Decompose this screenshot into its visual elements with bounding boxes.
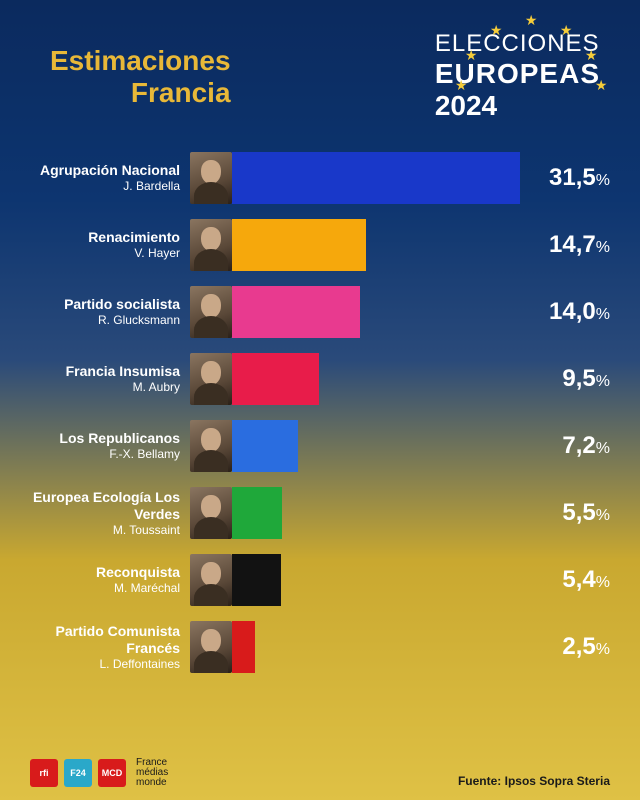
chart-row: Agrupación NacionalJ. Bardella 31,5% (30, 152, 610, 204)
logo-strip: rfiF24MCD Francemédiasmonde (30, 758, 168, 788)
leader-name: L. Deffontaines (30, 657, 180, 671)
candidate-photo (190, 420, 232, 472)
leader-name: M. Aubry (30, 380, 180, 394)
title-right-line1: ELECCIONES (435, 30, 600, 58)
footer: rfiF24MCD Francemédiasmonde Fuente: Ipsos… (0, 758, 640, 788)
title-left: Estimaciones Francia (50, 30, 231, 109)
leader-name: V. Hayer (30, 246, 180, 260)
title-left-line2: Francia (50, 77, 231, 109)
chart-row: ReconquistaM. Maréchal 5,4% (30, 554, 610, 606)
party-name: Francia Insumisa (30, 363, 180, 380)
title-right: ★ ★ ★ ★ ★ ★ ★ ELECCIONES EUROPEAS 2024 (400, 30, 600, 122)
bar (232, 487, 282, 539)
chart-row: Los RepublicanosF.-X. Bellamy 7,2% (30, 420, 610, 472)
candidate-photo (190, 487, 232, 539)
chart-row: RenacimientoV. Hayer 14,7% (30, 219, 610, 271)
bar-track (232, 353, 520, 405)
chart-row: Europea Ecología Los VerdesM. Toussaint 5… (30, 487, 610, 539)
percentage-value: 14,0% (520, 298, 610, 326)
title-left-line1: Estimaciones (50, 45, 231, 77)
bar-track (232, 219, 520, 271)
party-name: Agrupación Nacional (30, 162, 180, 179)
row-label: Los RepublicanosF.-X. Bellamy (30, 430, 190, 461)
france-medias-monde-label: Francemédiasmonde (136, 758, 168, 788)
bar-track (232, 420, 520, 472)
bar (232, 152, 520, 204)
bar-track (232, 487, 520, 539)
france24-logo: F24 (64, 759, 92, 787)
mcd-logo: MCD (98, 759, 126, 787)
party-name: Partido socialista (30, 296, 180, 313)
source-label: Fuente: Ipsos Sopra Steria (458, 774, 610, 788)
rfi-logo: rfi (30, 759, 58, 787)
percentage-value: 2,5% (520, 633, 610, 661)
leader-name: M. Toussaint (30, 523, 180, 537)
party-name: Europea Ecología Los Verdes (30, 489, 180, 523)
party-name: Partido Comunista Francés (30, 623, 180, 657)
candidate-photo (190, 219, 232, 271)
party-name: Reconquista (30, 564, 180, 581)
percentage-value: 9,5% (520, 365, 610, 393)
bar (232, 353, 319, 405)
row-label: Europea Ecología Los VerdesM. Toussaint (30, 489, 190, 537)
chart-row: Francia InsumisaM. Aubry 9,5% (30, 353, 610, 405)
percentage-value: 31,5% (520, 164, 610, 192)
bar (232, 420, 298, 472)
leader-name: F.-X. Bellamy (30, 447, 180, 461)
leader-name: R. Glucksmann (30, 313, 180, 327)
leader-name: J. Bardella (30, 179, 180, 193)
title-right-line3: 2024 (435, 90, 600, 122)
bar (232, 621, 255, 673)
leader-name: M. Maréchal (30, 581, 180, 595)
bar (232, 219, 366, 271)
row-label: RenacimientoV. Hayer (30, 229, 190, 260)
percentage-value: 5,4% (520, 566, 610, 594)
candidate-photo (190, 152, 232, 204)
percentage-value: 5,5% (520, 499, 610, 527)
party-name: Renacimiento (30, 229, 180, 246)
bar-track (232, 554, 520, 606)
bar (232, 554, 281, 606)
candidate-photo (190, 554, 232, 606)
row-label: ReconquistaM. Maréchal (30, 564, 190, 595)
chart-row: Partido socialistaR. Glucksmann 14,0% (30, 286, 610, 338)
candidate-photo (190, 621, 232, 673)
row-label: Partido socialistaR. Glucksmann (30, 296, 190, 327)
percentage-value: 7,2% (520, 432, 610, 460)
bar-track (232, 286, 520, 338)
title-right-line2: EUROPEAS (435, 58, 600, 90)
row-label: Partido Comunista FrancésL. Deffontaines (30, 623, 190, 671)
bar-track (232, 621, 520, 673)
row-label: Agrupación NacionalJ. Bardella (30, 162, 190, 193)
candidate-photo (190, 286, 232, 338)
candidate-photo (190, 353, 232, 405)
bar-track (232, 152, 520, 204)
bar-chart: Agrupación NacionalJ. Bardella 31,5% Renac… (0, 142, 640, 673)
percentage-value: 14,7% (520, 231, 610, 259)
party-name: Los Republicanos (30, 430, 180, 447)
bar (232, 286, 360, 338)
row-label: Francia InsumisaM. Aubry (30, 363, 190, 394)
header: Estimaciones Francia ★ ★ ★ ★ ★ ★ ★ ELECC… (0, 0, 640, 142)
chart-row: Partido Comunista FrancésL. Deffontaines… (30, 621, 610, 673)
